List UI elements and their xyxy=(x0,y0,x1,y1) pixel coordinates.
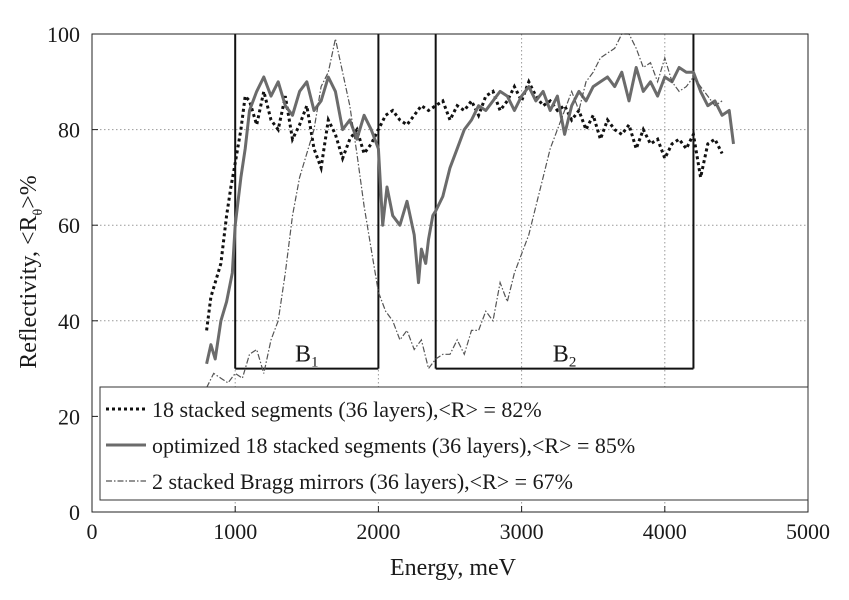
y-tick-label: 40 xyxy=(58,309,80,334)
legend: 18 stacked segments (36 layers),<R> = 82… xyxy=(99,386,809,501)
plot-frame xyxy=(91,33,809,513)
legend-label-3: 2 stacked Bragg mirrors (36 layers),<R> … xyxy=(152,469,573,494)
x-axis-label: Energy, meV xyxy=(390,555,517,581)
band-markers: B1 B2 xyxy=(234,34,695,371)
legend-label-1: 18 stacked segments (36 layers),<R> = 82… xyxy=(152,397,542,422)
legend-label-2: optimized 18 stacked segments (36 layers… xyxy=(152,433,635,458)
x-tick-label: 4000 xyxy=(643,519,687,544)
legend-box xyxy=(99,386,809,501)
x-tick-label: 2000 xyxy=(356,519,400,544)
axis-ticks: 0 1000 2000 3000 4000 5000 0 20 40 60 80 100 xyxy=(47,22,830,544)
x-tick-label: 5000 xyxy=(786,519,830,544)
series-line-2 xyxy=(205,66,735,365)
y-tick-label: 60 xyxy=(58,213,80,238)
y-tick-label: 80 xyxy=(58,118,80,143)
x-tick-label: 3000 xyxy=(500,519,544,544)
x-tick-label: 0 xyxy=(87,519,98,544)
x-tick-label: 1000 xyxy=(213,519,257,544)
band-2-label: B2 xyxy=(553,342,577,371)
y-tick-label: 20 xyxy=(58,404,80,429)
series-line-3 xyxy=(206,33,723,388)
series-line-1 xyxy=(205,78,724,331)
y-axis-label: Reflectivity, <Rθ>% xyxy=(16,175,46,369)
y-tick-label: 0 xyxy=(69,500,80,525)
band-1-label: B1 xyxy=(295,342,319,371)
y-tick-label: 100 xyxy=(47,22,80,47)
data-series xyxy=(205,33,735,388)
